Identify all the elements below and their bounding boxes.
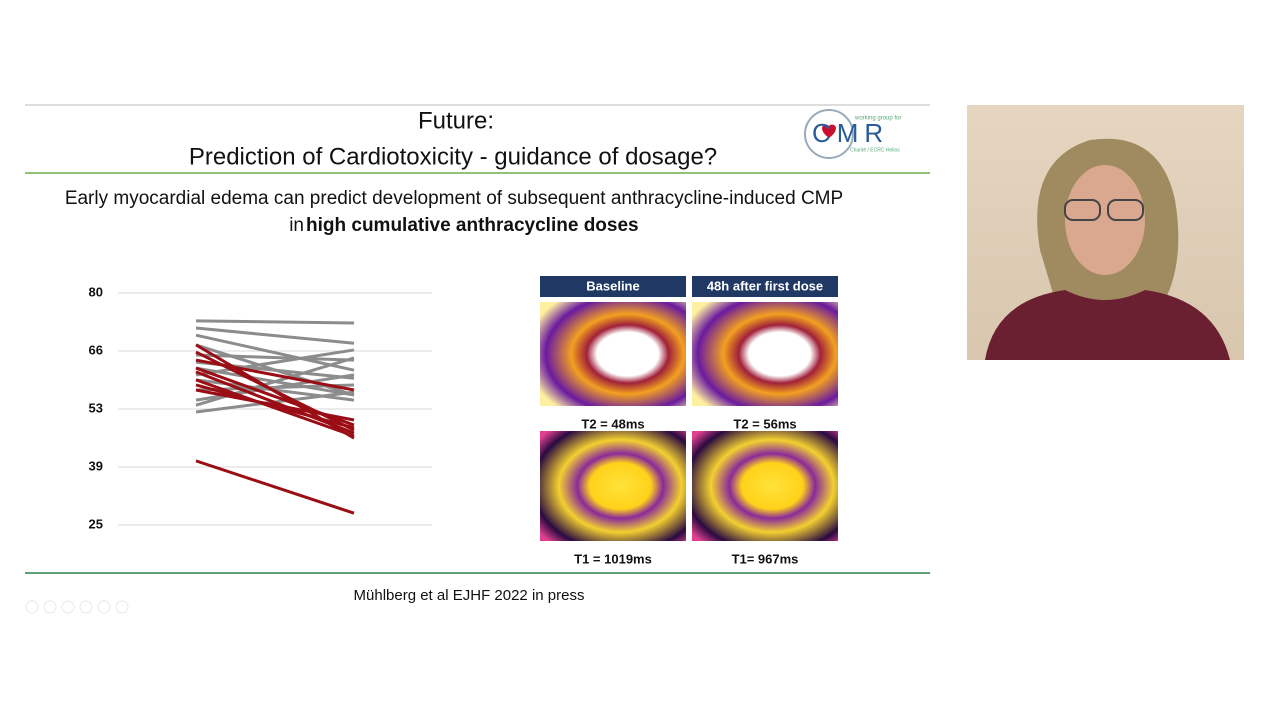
glasses xyxy=(1064,199,1101,221)
image-caption: T1 = 1019ms xyxy=(574,551,652,566)
y-tick-label: 53 xyxy=(89,400,103,415)
subtitle: Early myocardial edema can predict devel… xyxy=(65,188,843,209)
shirt xyxy=(985,290,1230,360)
subtitle-bold: high cumulative anthracycline doses xyxy=(306,215,639,236)
logo: working group for CMR Charité / ECRC Hel… xyxy=(804,109,901,159)
t1-image xyxy=(692,431,838,541)
face xyxy=(1065,165,1145,275)
glasses xyxy=(1107,199,1144,221)
slide-controls[interactable] xyxy=(25,600,129,614)
image-header: 48h after first dose xyxy=(707,278,823,293)
image-caption: T1= 967ms xyxy=(732,551,799,566)
t2-image xyxy=(692,302,838,406)
slope-line xyxy=(195,356,355,407)
t1-image xyxy=(540,431,686,541)
y-tick-label: 66 xyxy=(89,342,103,357)
webcam-video xyxy=(967,105,1244,360)
control[interactable] xyxy=(61,600,75,614)
y-tick-label: 25 xyxy=(89,516,103,531)
control[interactable] xyxy=(25,600,39,614)
logo-small: Charité / ECRC Helios xyxy=(850,147,900,153)
control[interactable] xyxy=(43,600,57,614)
image-header-bg xyxy=(540,276,686,297)
slope-line xyxy=(195,326,355,345)
title: Prediction of Cardiotoxicity - guidance … xyxy=(189,143,717,170)
image-header: Baseline xyxy=(586,278,639,293)
slope-line xyxy=(195,459,355,515)
logo-small: working group for xyxy=(854,116,901,122)
slope-line xyxy=(195,388,355,422)
image-header-bg xyxy=(692,276,838,297)
logo-ring xyxy=(804,109,854,159)
slope-line xyxy=(195,358,355,392)
slope-line xyxy=(195,370,355,435)
slope-line xyxy=(195,319,355,325)
subtitle: in xyxy=(289,215,304,236)
control[interactable] xyxy=(115,600,129,614)
image-panel: Baseline 48h after first dose T2 = 48ms … xyxy=(540,276,838,566)
citation: Mühlberg et al EJHF 2022 in press xyxy=(354,587,585,604)
slope-chart: 25 39 53 66 80 xyxy=(89,284,432,531)
control[interactable] xyxy=(79,600,93,614)
logo-heart xyxy=(822,124,836,138)
y-tick-label: 80 xyxy=(89,284,103,299)
control[interactable] xyxy=(97,600,111,614)
image-caption: T2 = 56ms xyxy=(733,416,796,431)
image-caption: T2 = 48ms xyxy=(581,416,644,431)
logo-text: CMR xyxy=(812,118,889,148)
title: Future: xyxy=(418,107,494,134)
slope-line xyxy=(195,348,355,377)
t2-image xyxy=(540,302,686,406)
slope-line xyxy=(195,353,355,362)
y-tick-label: 39 xyxy=(89,458,103,473)
